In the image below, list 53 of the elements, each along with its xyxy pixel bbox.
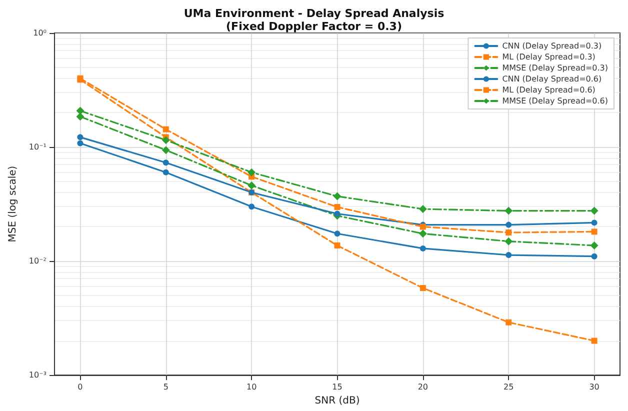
point [418,205,427,214]
point [420,285,426,292]
y-axis-title: MSE (log scale) [8,166,18,242]
x-tick-label: 5 [163,382,168,392]
point [334,210,340,217]
point [162,160,169,166]
legend-label: CNN (Delay Spread=0.3) [502,42,602,50]
point [76,112,84,121]
legend-label: MMSE (Delay Spread=0.3) [502,64,608,72]
point [334,204,340,210]
y-tick-label: 10⁰ [33,28,47,38]
point [591,253,598,260]
x-axis-title: SNR (dB) [314,396,360,406]
x-tick-label: 10 [246,382,257,392]
point [248,181,256,190]
point [418,230,427,238]
point [590,241,598,250]
point [77,134,84,140]
y-tick-label: 10⁻³ [28,370,47,380]
point [591,228,598,235]
point [162,146,170,154]
legend-label: ML (Delay Spread=0.3) [502,52,596,62]
point [162,136,170,144]
point [333,192,342,200]
point [77,140,84,146]
legend-label: CNN (Delay Spread=0.6) [502,74,602,84]
point [506,222,512,228]
legend-label: MMSE (Delay Spread=0.6) [502,96,608,106]
x-tick-label: 15 [332,382,342,392]
point [591,338,598,344]
point [334,242,340,248]
point [506,319,512,326]
y-tick-label: 10⁻¹ [28,142,47,152]
point [506,252,512,258]
point [162,126,169,132]
point [334,230,340,237]
point [504,237,513,246]
point [506,230,512,236]
point [248,168,256,176]
legend-label: ML (Delay Spread=0.6) [502,86,596,94]
chart-title: UMa Environment - Delay Spread Analysis (Fixed Doppler Factor = 0.3) [184,7,445,33]
y-tick-label: 10⁻² [28,256,47,266]
x-tick-label: 30 [589,382,600,392]
x-tick-label: 25 [504,382,514,392]
point [248,204,255,210]
point [162,169,169,176]
x-tick-label: 20 [418,382,428,392]
point [420,245,426,252]
point [591,220,598,226]
point [76,106,84,115]
x-tick-label: 0 [78,382,83,392]
point [504,206,513,215]
point [590,206,598,215]
